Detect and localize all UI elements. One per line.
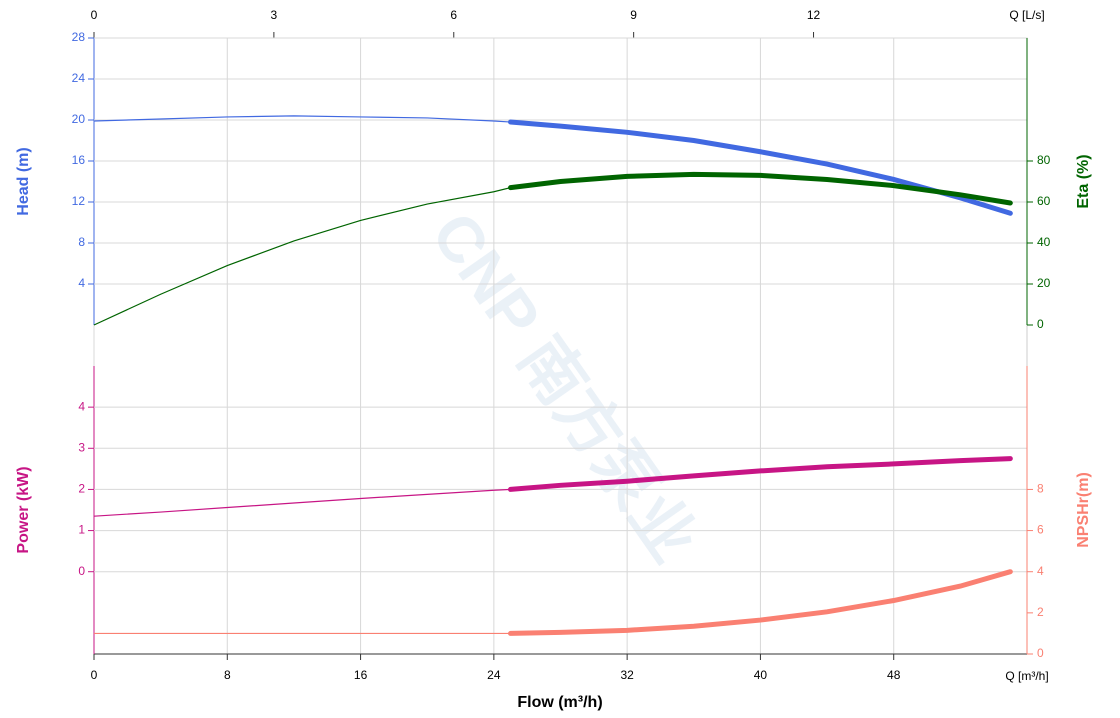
y-axis-title: Power (kW)	[15, 466, 32, 553]
x2-tick-label: 0	[91, 8, 98, 22]
y-tick-label: 16	[72, 153, 86, 167]
x2-tick-label: 3	[271, 8, 278, 22]
y-tick-label: 2	[1037, 605, 1044, 619]
y-tick-label: 6	[1037, 523, 1044, 537]
x-axis-title: Flow (m³/h)	[517, 694, 602, 711]
x-tick-label: 8	[224, 668, 231, 682]
y-tick-label: 8	[1037, 482, 1044, 496]
y-tick-label: 4	[78, 276, 85, 290]
y-tick-label: 8	[78, 235, 85, 249]
y-axis-title: NPSHr(m)	[1075, 472, 1092, 548]
y-tick-label: 12	[72, 194, 86, 208]
y-tick-label: 20	[72, 112, 86, 126]
y-tick-label: 20	[1037, 276, 1051, 290]
y-tick-label: 0	[1037, 317, 1044, 331]
y-tick-label: 40	[1037, 235, 1051, 249]
y-axis-title: Head (m)	[15, 147, 32, 215]
x-tick-label: 32	[620, 668, 634, 682]
duty-curve	[508, 569, 1013, 636]
y-tick-label: 80	[1037, 153, 1051, 167]
x-unit-label: Q [m³/h]	[1005, 669, 1048, 683]
y-tick-label: 60	[1037, 194, 1051, 208]
y-tick-label: 2	[78, 482, 85, 496]
x2-tick-label: 12	[807, 8, 821, 22]
y-tick-label: 3	[78, 440, 85, 454]
duty-curve	[508, 171, 1013, 206]
y-tick-label: 1	[78, 523, 85, 537]
duty-curve	[508, 456, 1013, 492]
y-axis-title: Eta (%)	[1075, 154, 1092, 208]
watermark: CNP 南方泵业	[418, 199, 711, 574]
curve	[93, 488, 511, 517]
x2-tick-label: 6	[450, 8, 457, 22]
y-tick-label: 28	[72, 30, 86, 44]
y-tick-label: 0	[78, 564, 85, 578]
x-tick-label: 0	[91, 668, 98, 682]
x-tick-label: 48	[887, 668, 901, 682]
curve	[93, 115, 511, 123]
y-tick-label: 24	[72, 71, 86, 85]
curve	[93, 187, 511, 326]
x-tick-label: 16	[354, 668, 368, 682]
x2-tick-label: 9	[630, 8, 637, 22]
x2-unit-label: Q [L/s]	[1009, 8, 1044, 22]
y-tick-label: 4	[78, 399, 85, 413]
x-tick-label: 24	[487, 668, 501, 682]
y-tick-label: 4	[1037, 564, 1044, 578]
y-tick-label: 0	[1037, 646, 1044, 660]
x-tick-label: 40	[754, 668, 768, 682]
